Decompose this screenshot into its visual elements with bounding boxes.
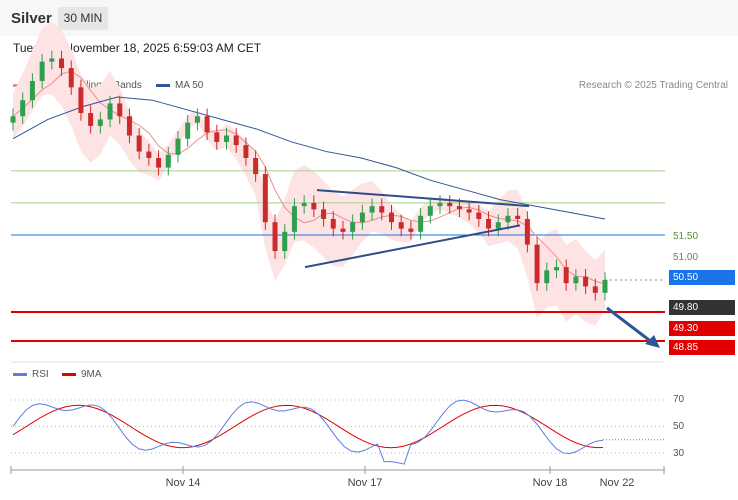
candle-body — [262, 174, 268, 223]
candle-body — [437, 202, 443, 207]
candle-body — [117, 103, 123, 117]
timeframe-button[interactable]: 30 MIN — [58, 7, 108, 30]
candle-body — [515, 215, 521, 219]
candle-body — [165, 154, 171, 168]
candle-body — [272, 222, 278, 252]
level-label-last-price: 49.80 — [669, 300, 735, 315]
candle-body — [321, 209, 327, 219]
candle-body — [350, 222, 356, 232]
trendline-lower — [304, 224, 521, 269]
x-label-nov18: Nov 18 — [532, 477, 568, 489]
candle-body — [330, 218, 336, 229]
level-label-51-00: 51.00 — [673, 252, 699, 263]
candle-body — [340, 228, 346, 232]
datetime-label: Tuesday, November 18, 2025 6:59:03 AM CE… — [13, 41, 262, 55]
rsi-level-50: 50 — [673, 421, 685, 432]
candle-body — [583, 276, 589, 287]
forecast-arrow-shaft — [606, 306, 654, 345]
forecast-arrow-head — [645, 335, 660, 348]
x-label-nov22: Nov 22 — [599, 477, 635, 489]
candle-body — [20, 100, 26, 117]
candle-body — [427, 206, 433, 216]
candle-body — [78, 87, 84, 114]
candle-body — [68, 68, 74, 88]
candle-body — [243, 145, 249, 158]
legend-ma50: MA 50 — [156, 80, 203, 91]
candle-body — [369, 206, 375, 213]
candle-body — [39, 61, 45, 81]
candle-body — [185, 122, 191, 139]
candle-body — [194, 116, 200, 123]
rsi-line — [12, 399, 604, 465]
legend-9ma-label: 9MA — [81, 369, 102, 380]
candle-body — [398, 222, 404, 229]
x-label-nov14: Nov 14 — [165, 477, 201, 489]
candle-body — [466, 209, 472, 213]
candle-body — [59, 58, 65, 69]
candle-body — [136, 135, 142, 152]
level-label-50-50: 50.50 — [669, 270, 735, 285]
candle-body — [156, 157, 162, 168]
ma50-swatch — [156, 83, 170, 87]
candle-body — [88, 113, 94, 126]
candle-body — [10, 116, 16, 123]
candle-body — [301, 202, 307, 207]
candle-body — [282, 231, 288, 252]
candle-body — [534, 244, 540, 284]
legend-9ma: 9MA — [62, 369, 102, 380]
candle-body — [495, 222, 501, 229]
candle-body — [602, 279, 608, 293]
candle-body — [388, 212, 394, 223]
candle-body — [359, 212, 365, 223]
ma9-swatch — [62, 372, 76, 376]
legend-rsi-label: RSI — [32, 369, 49, 380]
ma50-line — [12, 96, 606, 220]
candle-body — [146, 151, 152, 158]
instrument-title: Silver — [11, 10, 52, 27]
candle-body — [214, 132, 220, 142]
candle-body — [233, 135, 239, 146]
trendline-upper — [316, 189, 530, 208]
candle-body — [204, 116, 210, 133]
candle-body — [379, 206, 385, 213]
rsi-swatch — [13, 372, 27, 376]
candle-body — [49, 58, 55, 62]
candle-body — [486, 218, 492, 229]
candle-body — [291, 206, 297, 232]
copyright: Research © 2025 Trading Central — [578, 80, 728, 91]
level-label-49-30: 49.30 — [669, 321, 735, 336]
candle-body — [107, 103, 113, 120]
chart-header: Silver 30 MIN — [0, 0, 738, 36]
bollinger-band — [13, 22, 605, 326]
rsi-level-30: 30 — [673, 448, 685, 459]
candle-body — [553, 267, 559, 271]
candle-body — [175, 138, 181, 155]
legend-ma50-label: MA 50 — [175, 80, 204, 91]
candle-body — [253, 157, 259, 175]
candle-body — [592, 286, 598, 293]
rsi-level-70: 70 — [673, 394, 685, 405]
candle-body — [563, 267, 569, 284]
legend-rsi: RSI — [13, 369, 49, 380]
candle-body — [97, 119, 103, 126]
candle-body — [524, 218, 530, 245]
candle-body — [224, 135, 230, 142]
candle-body — [505, 215, 511, 223]
level-label-51-50: 51.50 — [673, 231, 699, 242]
candle-body — [573, 276, 579, 284]
candle-body — [447, 202, 453, 207]
candle-body — [29, 80, 35, 101]
candle-body — [418, 215, 424, 232]
candle-body — [126, 116, 132, 136]
candle-body — [544, 270, 550, 284]
x-label-nov17: Nov 17 — [347, 477, 383, 489]
rsi-9ma-line — [12, 404, 604, 449]
candle-body — [311, 202, 317, 210]
level-label-48-85: 48.85 — [669, 340, 735, 355]
candle-body — [476, 212, 482, 219]
candle-body — [456, 206, 462, 210]
candle-body — [408, 228, 414, 232]
